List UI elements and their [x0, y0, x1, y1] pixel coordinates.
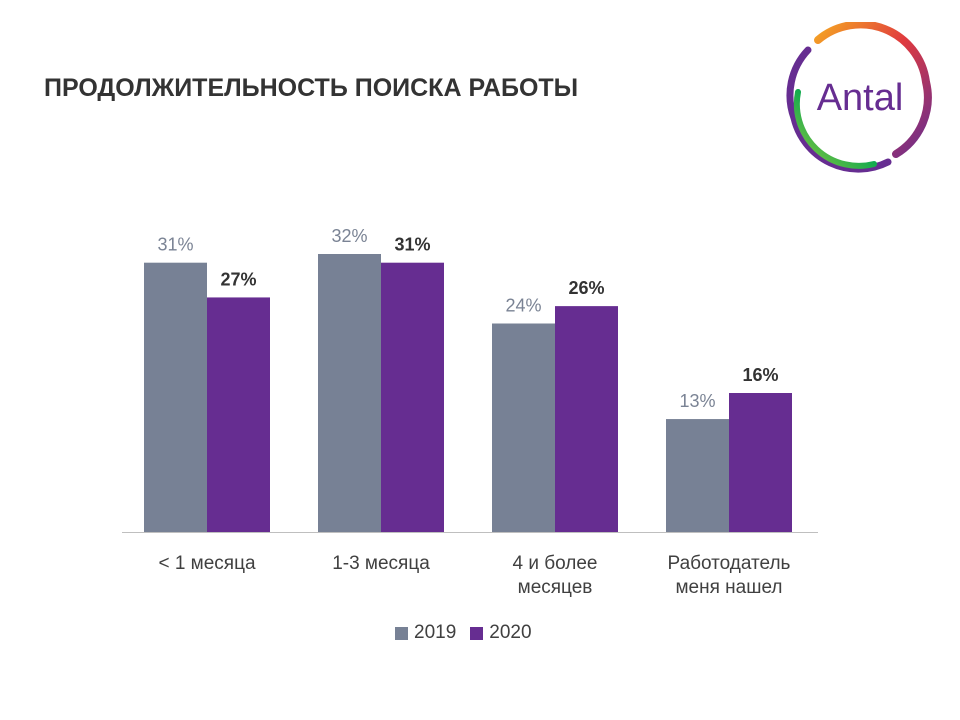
data-label-2020-1: 31% — [394, 235, 430, 255]
bar-2019-1 — [318, 254, 381, 532]
legend-label-2020: 2020 — [489, 622, 532, 643]
legend-swatch-2019 — [395, 626, 408, 640]
category-label-3: меня нашел — [675, 577, 782, 598]
chart-legend: 2019 2020 — [395, 622, 546, 644]
category-label-0: < 1 месяца — [158, 553, 256, 574]
category-label-1: 1-3 месяца — [332, 553, 430, 574]
legend-swatch-2020 — [470, 626, 484, 640]
legend-label-2019: 2019 — [414, 622, 457, 643]
bar-2019-2 — [492, 323, 555, 532]
data-label-2020-0: 27% — [220, 269, 256, 289]
data-label-2019-2: 24% — [505, 296, 541, 316]
bar-2020-3 — [729, 393, 792, 532]
logo-text: Antal — [817, 77, 904, 119]
data-label-2020-3: 16% — [742, 365, 778, 385]
page-title: ПРОДОЛЖИТЕЛЬНОСТЬ ПОИСКА РАБОТЫ — [44, 74, 579, 102]
bar-2019-3 — [666, 419, 729, 532]
legend-item-2020: 2020 — [470, 622, 532, 644]
data-label-2019-3: 13% — [679, 391, 715, 411]
data-label-2019-1: 32% — [331, 226, 367, 246]
bar-2020-2 — [555, 306, 618, 532]
category-label-2: месяцев — [518, 577, 593, 598]
bar-2020-1 — [381, 262, 444, 532]
bar-2020-0 — [207, 297, 270, 532]
bar-2019-0 — [144, 262, 207, 532]
category-label-3: Работодатель — [668, 553, 791, 574]
data-label-2020-2: 26% — [568, 278, 604, 298]
legend-item-2019: 2019 — [395, 622, 456, 644]
category-label-2: 4 и более — [513, 553, 598, 574]
data-label-2019-0: 31% — [157, 235, 193, 255]
antal-logo: Antal — [786, 22, 932, 173]
